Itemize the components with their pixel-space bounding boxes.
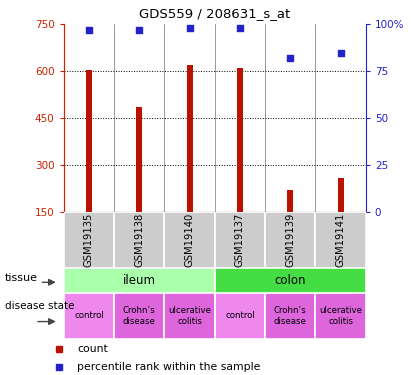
Text: ulcerative
colitis: ulcerative colitis: [319, 306, 362, 326]
Text: Crohn’s
disease: Crohn’s disease: [123, 306, 156, 326]
Point: [186, 25, 193, 31]
Point: [136, 27, 143, 33]
Bar: [164, 292, 215, 339]
Bar: [265, 292, 316, 339]
Bar: [164, 212, 215, 268]
Bar: [316, 212, 366, 268]
Bar: [337, 178, 344, 212]
Text: ileum: ileum: [123, 274, 156, 287]
Title: GDS559 / 208631_s_at: GDS559 / 208631_s_at: [139, 8, 291, 20]
Point: [287, 55, 293, 61]
Text: percentile rank within the sample: percentile rank within the sample: [77, 362, 261, 372]
Bar: [64, 292, 114, 339]
Text: tissue: tissue: [5, 273, 38, 283]
Bar: [187, 65, 193, 212]
Text: GSM19141: GSM19141: [336, 213, 346, 267]
Text: Crohn’s
disease: Crohn’s disease: [274, 306, 307, 326]
Bar: [64, 268, 215, 292]
Text: control: control: [74, 311, 104, 320]
Bar: [265, 212, 316, 268]
Point: [85, 27, 92, 33]
Text: GSM19135: GSM19135: [84, 213, 94, 267]
Text: control: control: [225, 311, 255, 320]
Text: disease state: disease state: [5, 301, 74, 310]
Text: colon: colon: [275, 274, 306, 287]
Bar: [86, 70, 92, 212]
Text: count: count: [77, 344, 108, 354]
Bar: [287, 190, 293, 212]
Text: GSM19138: GSM19138: [134, 213, 144, 267]
Text: GSM19139: GSM19139: [285, 213, 295, 267]
Bar: [215, 268, 366, 292]
Point: [237, 25, 243, 31]
Bar: [316, 292, 366, 339]
Bar: [215, 292, 265, 339]
Bar: [237, 68, 243, 212]
Bar: [114, 292, 164, 339]
Bar: [136, 107, 142, 212]
Bar: [215, 212, 265, 268]
Bar: [64, 212, 114, 268]
Text: GSM19137: GSM19137: [235, 213, 245, 267]
Text: GSM19140: GSM19140: [185, 213, 194, 267]
Point: [337, 50, 344, 55]
Text: ulcerative
colitis: ulcerative colitis: [168, 306, 211, 326]
Bar: [114, 212, 164, 268]
